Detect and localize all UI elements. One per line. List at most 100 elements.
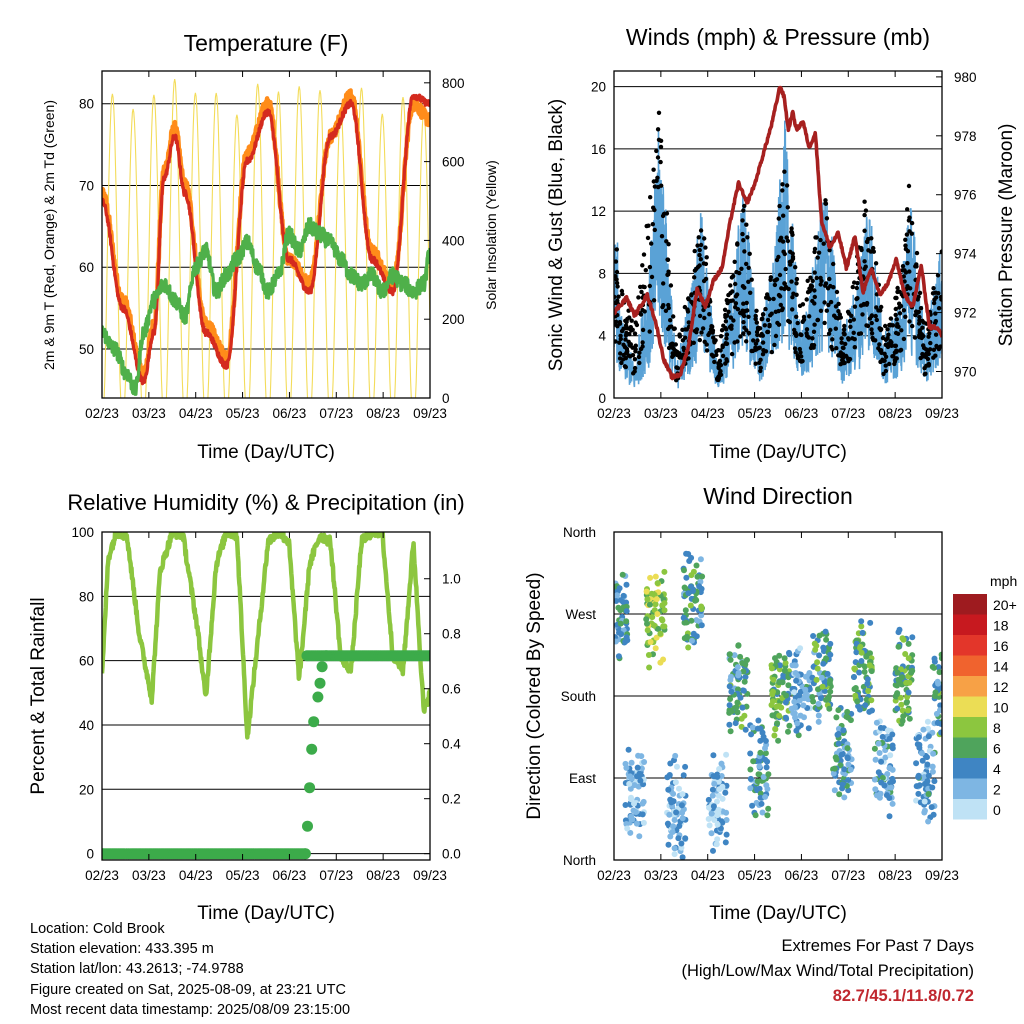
- x-tick-label: 03/23: [132, 406, 166, 421]
- speed-legend: mph 20+ 18 16 14 12 10 8 6 4 2 0: [953, 573, 1017, 820]
- gust-point: [749, 348, 754, 354]
- gust-point: [616, 294, 621, 299]
- gust-point: [767, 322, 772, 328]
- gust-point: [844, 353, 849, 359]
- gust-point: [862, 228, 867, 233]
- direction-point: [872, 756, 879, 763]
- precipitation-points: [102, 650, 430, 860]
- sonic-wind-line: [614, 120, 942, 389]
- gust-point: [708, 327, 714, 332]
- gust-point: [718, 348, 723, 353]
- direction-point: [894, 705, 901, 712]
- direction-point: [861, 668, 868, 675]
- direction-point: [915, 734, 922, 741]
- direction-point: [710, 847, 716, 854]
- gust-point: [905, 261, 910, 266]
- gust-point: [864, 323, 869, 328]
- gust-point: [814, 275, 819, 281]
- gust-point: [692, 328, 698, 334]
- direction-point: [844, 754, 851, 761]
- gust-point: [903, 270, 909, 275]
- direction-point: [876, 750, 883, 756]
- direction-point: [777, 662, 783, 669]
- gust-point: [799, 359, 804, 364]
- direction-point: [710, 803, 717, 810]
- elevation-text: Station elevation: 433.395 m: [30, 941, 214, 958]
- direction-point: [813, 676, 820, 683]
- gust-point: [763, 306, 768, 312]
- gust-point: [774, 277, 780, 282]
- gust-point: [724, 298, 729, 303]
- gust-point: [683, 327, 688, 332]
- gust-point: [730, 298, 735, 303]
- x-tick-label: 05/23: [738, 868, 772, 883]
- direction-point: [757, 737, 764, 744]
- direction-point: [714, 773, 721, 780]
- direction-point: [699, 573, 706, 580]
- direction-point: [847, 766, 854, 773]
- direction-point: [643, 616, 650, 623]
- gust-point: [804, 297, 809, 302]
- gust-point: [931, 347, 937, 352]
- gust-point: [754, 308, 759, 313]
- y2-tick-label: 0.4: [442, 737, 461, 752]
- gust-point: [670, 341, 675, 346]
- direction-point: [659, 617, 666, 624]
- y-tick-label: 50: [79, 342, 94, 357]
- direction-point: [657, 659, 664, 666]
- direction-point: [924, 754, 930, 761]
- gust-point: [887, 361, 892, 367]
- gust-point: [852, 345, 857, 350]
- gust-point: [732, 259, 737, 264]
- gust-point: [740, 284, 746, 289]
- gust-point: [831, 285, 836, 290]
- gust-point: [660, 213, 666, 219]
- gust-point: [733, 281, 738, 287]
- direction-point: [693, 617, 700, 624]
- gust-point: [869, 236, 874, 241]
- direction-point: [902, 651, 909, 657]
- direction-point: [824, 670, 831, 677]
- direction-point: [814, 665, 821, 672]
- direction-point: [827, 651, 834, 658]
- gust-point: [912, 335, 918, 340]
- gust-point: [692, 275, 697, 280]
- y2-tick-label: 0.8: [442, 627, 461, 642]
- gust-point: [895, 285, 900, 291]
- x-tick-label: 02/23: [85, 868, 119, 883]
- direction-point: [628, 759, 635, 766]
- direction-point: [735, 642, 742, 649]
- direction-point: [919, 757, 926, 764]
- direction-point: [634, 764, 641, 771]
- y2-tick-label: 976: [954, 188, 977, 203]
- gust-point: [933, 311, 938, 316]
- direction-point: [835, 707, 842, 714]
- gust-point: [697, 252, 702, 258]
- gust-point: [735, 242, 740, 247]
- x-tick-label: 07/23: [831, 868, 865, 883]
- gust-point: [636, 354, 642, 360]
- gust-point: [777, 272, 783, 278]
- gust-point: [621, 342, 626, 347]
- direction-point: [685, 644, 692, 651]
- gust-point: [724, 327, 729, 332]
- gust-point: [931, 286, 936, 291]
- gust-point: [877, 342, 882, 347]
- gust-point: [702, 236, 707, 241]
- gust-point: [744, 339, 749, 344]
- gust-point: [646, 223, 651, 228]
- gust-point: [667, 324, 672, 330]
- direction-point: [731, 652, 738, 659]
- gust-point: [614, 300, 618, 306]
- direction-point: [726, 683, 733, 690]
- direction-point: [723, 751, 730, 758]
- gust-point: [677, 334, 683, 339]
- direction-point: [719, 783, 726, 790]
- gust-point: [791, 291, 796, 296]
- direction-point: [782, 714, 789, 721]
- gust-point: [812, 249, 817, 255]
- direction-point: [758, 800, 765, 807]
- direction-point: [856, 669, 863, 676]
- direction-point: [810, 633, 817, 639]
- legend-swatch: [953, 717, 987, 738]
